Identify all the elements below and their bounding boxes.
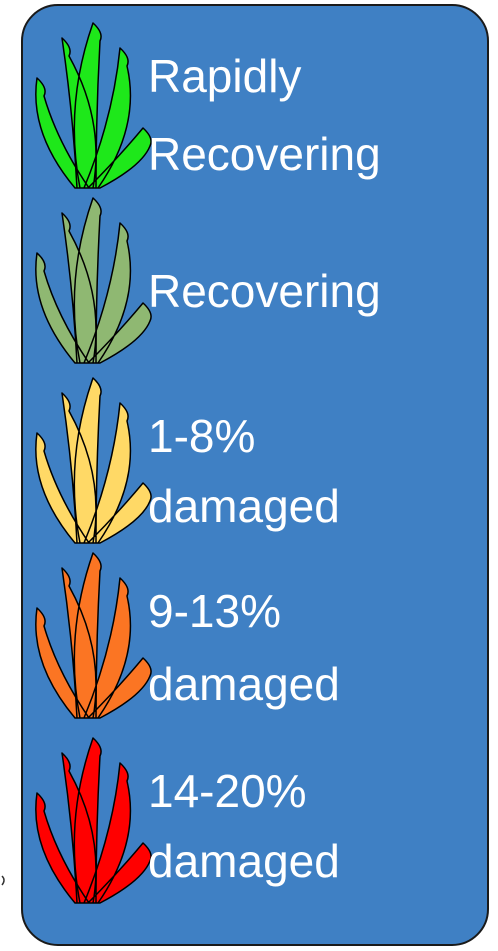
stray-mark [2,876,4,885]
legend-label: damaged [148,658,340,710]
legend-label: 9-13% [148,585,281,637]
legend-label: Recovering [148,128,381,180]
legend-label: damaged [148,480,340,532]
page: Rapidly Recovering Recovering 1-8% damaged 9-… [0,0,498,951]
legend-panel: Rapidly Recovering Recovering 1-8% damaged 9-… [0,0,498,951]
legend-label: damaged [148,835,340,887]
legend-label: Rapidly [148,50,301,102]
legend-label: 1-8% [148,410,255,462]
legend-label: Recovering [148,265,381,317]
legend-label: 14-20% [148,765,307,817]
